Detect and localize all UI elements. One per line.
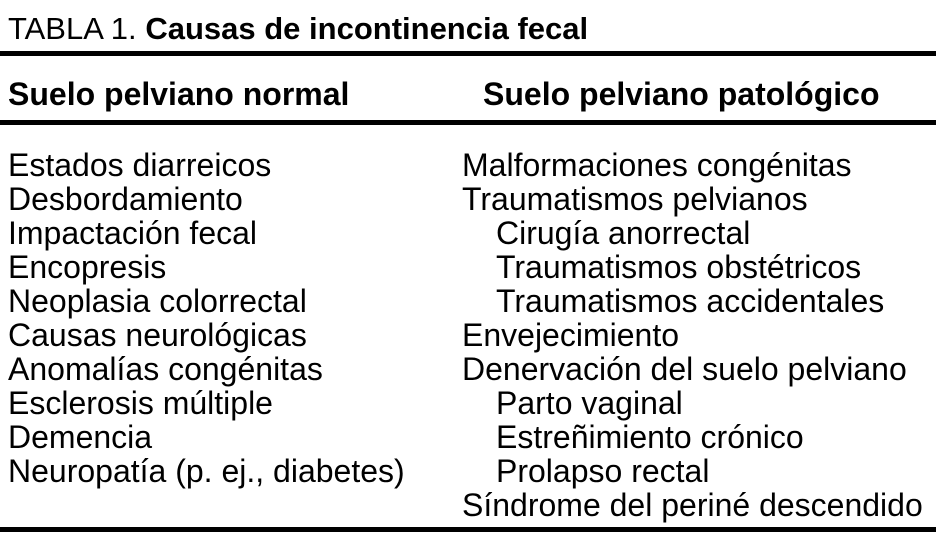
table-row: Demencia: [8, 419, 153, 455]
table-row: Causas neurológicas: [8, 317, 307, 353]
divider-header: [0, 120, 936, 125]
table-header-row: Suelo pelviano normal Suelo pelviano pat…: [0, 77, 936, 111]
table-row: Traumatismos obstétricos: [496, 249, 862, 285]
table-row: Impactación fecal: [8, 215, 258, 251]
table-caption: Causas de incontinencia fecal: [145, 11, 589, 46]
table-row: Desbordamiento: [8, 181, 243, 217]
table-row: Encopresis: [8, 249, 167, 285]
column-header-suelo-normal: Suelo pelviano normal: [8, 76, 350, 112]
table-row: Traumatismos accidentales: [496, 283, 885, 319]
table-row: Malformaciones congénitas: [462, 147, 852, 183]
table-body: Estados diarreicos Desbordamiento Impactac…: [0, 148, 936, 522]
table-row: Anomalías congénitas: [8, 351, 323, 387]
table-row: Estreñimiento crónico: [496, 419, 804, 455]
column-suelo-normal: Estados diarreicos Desbordamiento Impactac…: [0, 148, 462, 522]
column-suelo-patologico: Malformaciones congénitas Traumatismos pe…: [462, 148, 936, 522]
table-row: Esclerosis múltiple: [8, 385, 273, 421]
table-title: TABLA 1. Causas de incontinencia fecal: [0, 0, 936, 46]
divider-top: [0, 51, 936, 56]
table-row: Denervación del suelo pelviano: [462, 351, 907, 387]
table-row: Neuropatía (p. ej., diabetes): [8, 453, 405, 489]
table-row: Cirugía anorrectal: [496, 215, 751, 251]
table-row: Neoplasia colorrectal: [8, 283, 307, 319]
table-row: Traumatismos pelvianos: [462, 181, 808, 217]
divider-bottom: [0, 527, 936, 532]
table-row: Parto vaginal: [496, 385, 683, 421]
table-row: Síndrome del periné descendido: [462, 487, 923, 523]
table-row: Estados diarreicos: [8, 147, 272, 183]
table-number: TABLA 1.: [8, 11, 137, 46]
table-row: Envejecimiento: [462, 317, 679, 353]
column-header-suelo-patologico: Suelo pelviano patológico: [483, 76, 880, 112]
table-row: Prolapso rectal: [496, 453, 710, 489]
